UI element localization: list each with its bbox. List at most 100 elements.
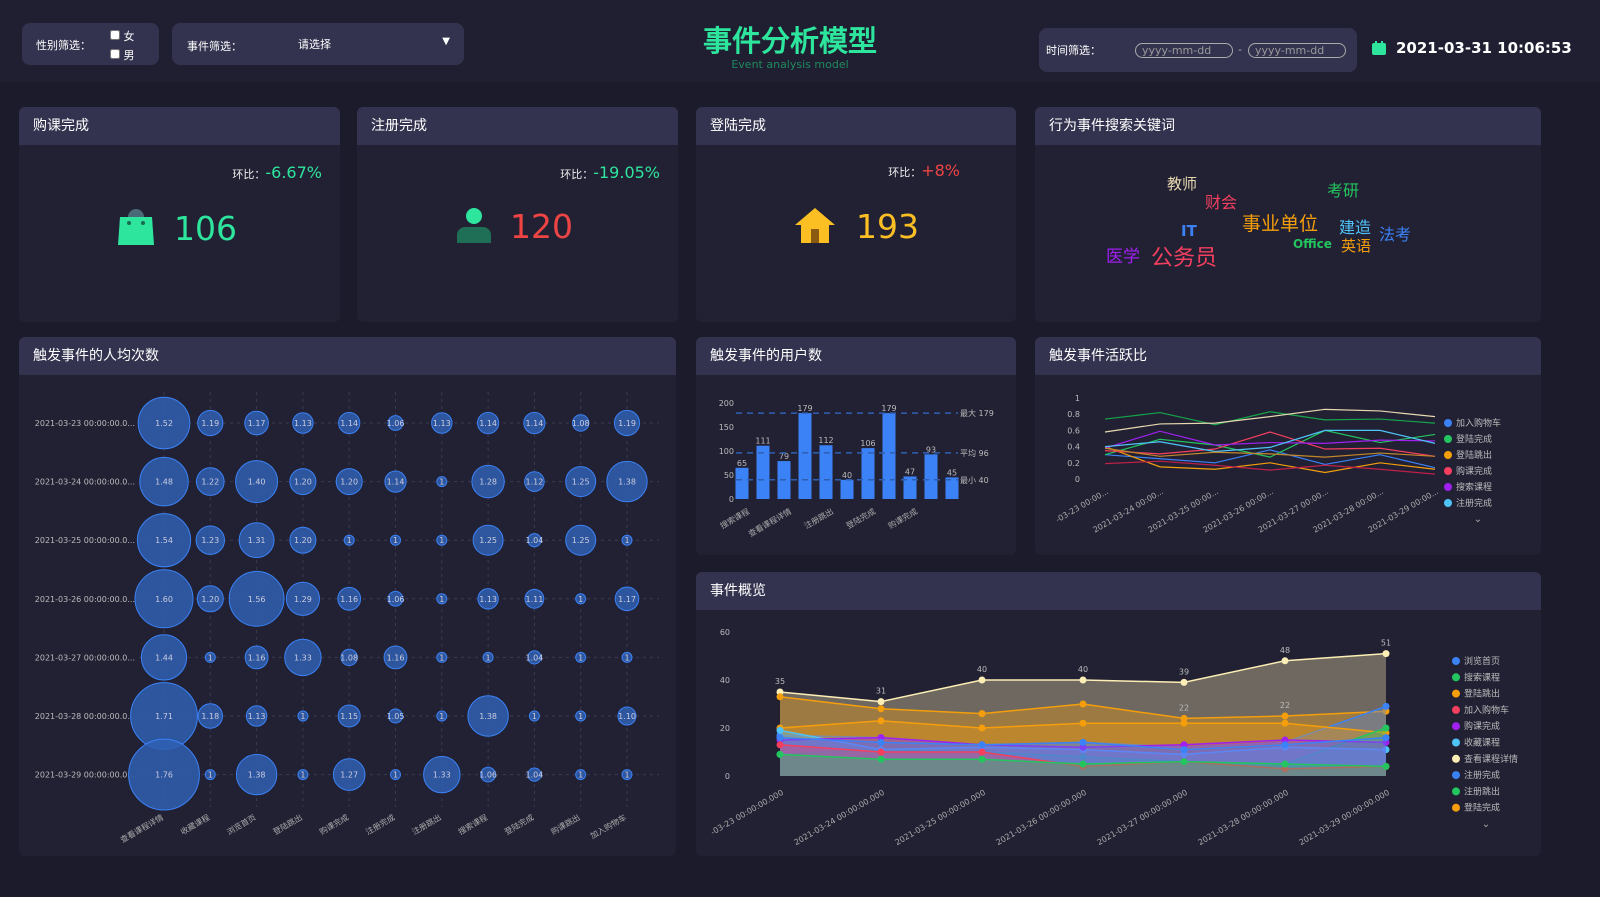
bubble — [196, 585, 224, 613]
gender-female-checkbox[interactable]: 女 — [110, 28, 135, 44]
keyword[interactable]: 考研 — [1327, 181, 1360, 200]
bubble — [384, 470, 407, 493]
bubble — [621, 534, 633, 546]
bubble — [238, 522, 275, 559]
end-date-input[interactable]: yyyy-mm-dd — [1248, 43, 1346, 58]
y-tick-label: 60 — [720, 628, 730, 637]
bubble — [335, 468, 363, 496]
kpi-title: 购课完成 — [19, 107, 340, 145]
bar-label: 40 — [842, 471, 852, 480]
legend-item: 登陆跳出 — [1456, 449, 1492, 461]
x-tick-label: 登陆完成 — [844, 506, 877, 531]
keyword[interactable]: 建造 — [1339, 218, 1372, 237]
keyword[interactable]: 教师 — [1167, 175, 1198, 193]
y-tick-label: 2021-03-25 00:00:00.0... — [35, 536, 135, 545]
bubble-label: 1.06 — [387, 595, 405, 604]
data-point — [1180, 741, 1188, 749]
bubble-label: 1.08 — [340, 653, 358, 662]
x-tick-label: 2021-03-26 00:00:00.000 — [994, 788, 1088, 847]
bubble-label: 1.11 — [525, 595, 543, 604]
data-point — [1180, 746, 1188, 754]
bar-label: 112 — [818, 436, 833, 445]
bubble — [387, 590, 404, 607]
data-label: 48 — [1280, 646, 1290, 655]
kpi-value: 120 — [510, 207, 573, 246]
bubble-label: 1.20 — [340, 478, 358, 487]
legend-dot — [1452, 689, 1460, 698]
data-point — [776, 734, 784, 742]
bubble — [289, 526, 317, 554]
bar-label: 79 — [779, 452, 789, 461]
bubble-label: 1.17 — [248, 419, 266, 428]
bubble — [245, 705, 268, 727]
series-line — [1104, 429, 1436, 458]
x-tick-label: -03-23 00:00:00.000 — [709, 788, 785, 837]
keyword[interactable]: 财会 — [1205, 193, 1238, 212]
bubble — [338, 411, 361, 435]
keyword[interactable]: 公务员 — [1151, 246, 1218, 271]
ratio-value: +8% — [921, 161, 960, 180]
series-area — [780, 737, 1386, 776]
bubble-label: 1.18 — [201, 712, 219, 721]
legend-item: 收藏课程 — [1464, 737, 1500, 749]
kpi-card-login: 登陆完成 环比：+8% 193 — [696, 107, 1016, 322]
bubble-label: 1.20 — [294, 536, 312, 545]
y-tick-label: 2021-03-26 00:00:00.0... — [35, 595, 135, 604]
bubble-label: 1.52 — [155, 419, 173, 428]
bubble — [197, 703, 224, 729]
start-date-input[interactable]: yyyy-mm-dd — [1135, 43, 1233, 58]
bubble-label: 1.27 — [340, 771, 358, 780]
bubble-label: 1.16 — [387, 653, 405, 662]
keyword[interactable]: 医学 — [1106, 247, 1140, 267]
legend-item: 注册完成 — [1456, 497, 1492, 509]
bubble-label: 1 — [486, 653, 491, 662]
bubble — [606, 460, 648, 503]
y-tick-label: 0.6 — [1067, 426, 1080, 435]
gender-male-checkbox[interactable]: 男 — [110, 47, 135, 63]
data-label: 35 — [775, 677, 785, 686]
kpi-ratio: 环比：-19.05% — [560, 163, 660, 182]
bubble-label: 1.71 — [155, 712, 173, 721]
legend-item: 注册完成 — [1464, 769, 1500, 781]
bubble — [285, 581, 320, 616]
bubble — [527, 767, 542, 782]
series-line — [1104, 460, 1436, 475]
keyword[interactable]: 事业单位 — [1242, 213, 1319, 235]
bubble-label: 1.44 — [155, 653, 173, 662]
bubble — [565, 524, 597, 556]
kpi-title: 注册完成 — [357, 107, 678, 145]
keyword[interactable]: 法考 — [1379, 225, 1412, 244]
bubble — [235, 460, 279, 504]
x-tick-label: 浏览首页 — [225, 812, 258, 837]
keyword[interactable]: 英语 — [1341, 237, 1372, 255]
bubble — [477, 588, 499, 610]
bubble — [140, 634, 188, 681]
data-point — [1180, 719, 1188, 727]
bar — [819, 445, 833, 499]
y-tick-label: 2021-03-27 00:00:00.0... — [35, 653, 135, 662]
date-separator: - — [1238, 43, 1242, 56]
keyword[interactable]: Office — [1293, 237, 1332, 251]
bubble-label: 1.14 — [479, 419, 497, 428]
bubble-label: 1.10 — [618, 712, 636, 721]
event-select[interactable]: 请选择 ▼ — [292, 23, 454, 65]
x-tick-label: 搜索课程 — [456, 812, 489, 837]
panel-title: 行为事件搜索关键词 — [1035, 107, 1541, 145]
bubble-label: 1 — [624, 653, 629, 662]
bubble — [431, 412, 453, 434]
data-point — [978, 741, 986, 749]
bubble — [472, 524, 504, 556]
bubble — [477, 411, 500, 435]
kpi-card-registration: 注册完成 环比：-19.05% 120 — [357, 107, 678, 322]
legend-scroll-chevron-icon: ⌄ — [1482, 819, 1490, 830]
keyword[interactable]: IT — [1181, 222, 1197, 240]
legend-dot — [1444, 451, 1452, 459]
y-tick-label: 2021-03-23 00:00:00.0... — [35, 419, 135, 428]
data-point — [1180, 758, 1188, 766]
bubble-label: 1.25 — [479, 536, 497, 545]
bubble-label: 1.13 — [294, 419, 312, 428]
legend-dot — [1452, 722, 1460, 731]
bubble — [467, 695, 509, 737]
y-tick-label: 0 — [1075, 475, 1080, 484]
time-filter: 时间筛选： — [1039, 28, 1357, 72]
